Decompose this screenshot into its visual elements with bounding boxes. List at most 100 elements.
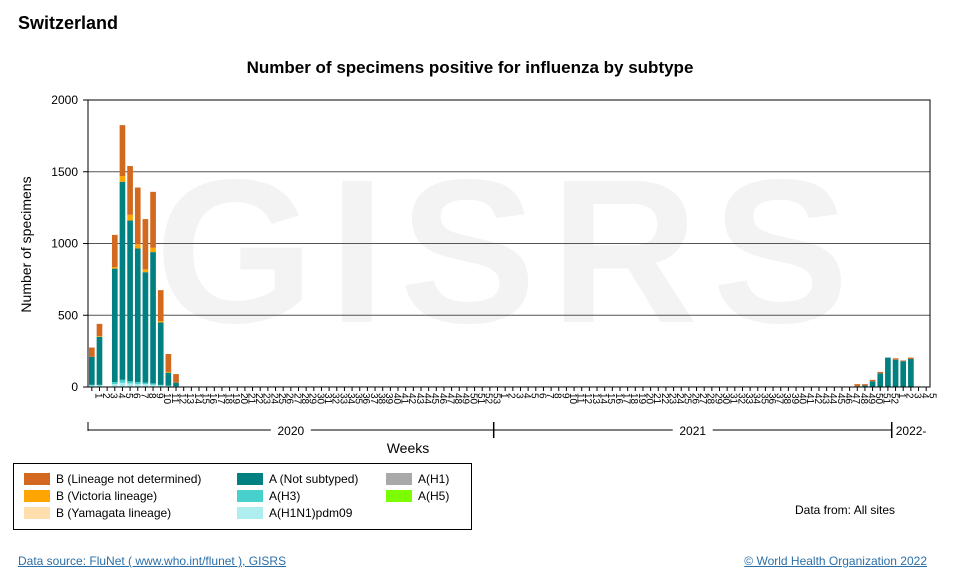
legend-label: A(H1N1)pdm09 xyxy=(269,506,353,520)
x-tick-label: 25 xyxy=(682,393,693,405)
x-tick-label: 17 xyxy=(620,393,631,405)
bar-segment xyxy=(119,181,126,380)
country-title: Switzerland xyxy=(18,13,119,33)
bar-segment xyxy=(119,125,126,177)
x-tick-label: 26 xyxy=(284,393,295,405)
x-tick-label: 33 xyxy=(743,393,754,405)
x-tick-label: 2 xyxy=(506,393,517,399)
x-tick-label: 46 xyxy=(842,393,853,405)
bar-segment xyxy=(119,382,126,387)
bar-segment xyxy=(89,356,95,385)
bar-segment xyxy=(908,359,914,387)
x-tick-label: 35 xyxy=(758,393,769,405)
legend-swatch xyxy=(237,490,263,502)
bar-segment xyxy=(877,373,884,387)
y-tick-label: 1500 xyxy=(51,165,78,179)
bar-segment xyxy=(900,360,907,362)
bar-segment xyxy=(892,358,899,360)
x-tick-label: 11 xyxy=(575,393,586,404)
bar-segment xyxy=(165,353,172,372)
bar-segment xyxy=(96,336,103,385)
x-tick-label: 2 xyxy=(904,393,915,399)
bar-segment xyxy=(111,268,118,382)
bar-segment xyxy=(142,382,149,385)
x-tick-label: 34 xyxy=(345,393,356,405)
bar-segment xyxy=(157,384,164,386)
x-tick-label: 12 xyxy=(582,393,593,405)
bar-segment xyxy=(862,385,868,387)
bar-segment xyxy=(96,323,103,337)
x-tick-label: 44 xyxy=(421,393,432,405)
legend-item: A(H3) xyxy=(237,489,300,503)
copyright-link[interactable]: © World Health Organization 2022 xyxy=(744,554,927,568)
bar-segment xyxy=(127,214,133,221)
x-tick-label: 22 xyxy=(659,393,670,405)
bar-segment xyxy=(142,272,149,383)
bar-segment xyxy=(150,252,156,384)
x-tick-label: 39 xyxy=(383,393,394,405)
x-tick-label: 18 xyxy=(222,393,233,405)
year-label-bg xyxy=(893,422,930,438)
x-tick-label: 1 xyxy=(896,393,907,399)
x-tick-label: 4 xyxy=(115,393,126,399)
y-tick-label: 2000 xyxy=(51,93,78,107)
bar-segment xyxy=(142,384,149,387)
x-tick-label: 6 xyxy=(131,393,142,399)
x-tick-label: 41 xyxy=(399,393,410,405)
year-label: 2022- xyxy=(896,424,927,438)
x-tick-label: 21 xyxy=(651,393,662,405)
x-tick-label: 8 xyxy=(552,393,563,399)
watermark: GISRS xyxy=(155,137,849,366)
x-tick-label: 32 xyxy=(735,393,746,405)
x-tick-label: 1 xyxy=(498,393,509,399)
x-tick-label: 3 xyxy=(911,393,922,399)
x-tick-label: 5 xyxy=(529,393,540,399)
y-tick-label: 1000 xyxy=(51,237,78,251)
bar-segment xyxy=(96,384,103,386)
bar-segment xyxy=(150,191,156,248)
bar-segment xyxy=(173,374,179,383)
bar-segment xyxy=(134,384,141,387)
x-tick-label: 10 xyxy=(161,393,172,405)
x-axis-label: Weeks xyxy=(387,440,430,456)
bar-segment xyxy=(119,176,126,182)
bar-segment xyxy=(127,166,133,215)
year-label: 2021 xyxy=(679,424,706,438)
bar-segment xyxy=(165,372,172,386)
x-tick-label: 16 xyxy=(207,393,218,405)
x-tick-label: 6 xyxy=(536,393,547,399)
legend-swatch xyxy=(237,473,263,485)
y-axis-label: Number of specimens xyxy=(18,176,34,312)
x-tick-label: 21 xyxy=(245,393,256,405)
x-tick-label: 17 xyxy=(215,393,226,405)
bar-segment xyxy=(157,385,164,387)
legend-label: A(H5) xyxy=(418,489,450,503)
bar-segment xyxy=(89,347,95,357)
x-tick-label: 28 xyxy=(705,393,716,405)
x-tick-label: 7 xyxy=(544,393,555,399)
bar-segment xyxy=(134,248,141,382)
x-tick-label: 18 xyxy=(628,393,639,405)
bar-segment xyxy=(134,244,141,249)
x-tick-label: 36 xyxy=(766,393,777,405)
bar-segment xyxy=(150,247,156,253)
x-tick-label: 44 xyxy=(827,393,838,405)
x-tick-label: 8 xyxy=(146,393,157,399)
bar-segment xyxy=(885,357,891,387)
x-tick-label: 24 xyxy=(674,393,685,405)
x-tick-label: 24 xyxy=(268,393,279,405)
x-tick-label: 42 xyxy=(406,393,417,405)
data-source-link[interactable]: Data source: FluNet ( www.who.int/flunet… xyxy=(18,554,287,568)
x-tick-label: 15 xyxy=(199,393,210,405)
x-tick-label: 30 xyxy=(314,393,325,405)
bar-segment xyxy=(142,219,149,270)
x-tick-label: 37 xyxy=(368,393,379,405)
x-tick-label: 51 xyxy=(475,393,486,405)
x-tick-label: 38 xyxy=(376,393,387,405)
x-tick-label: 45 xyxy=(835,393,846,405)
legend-swatch xyxy=(24,507,50,519)
legend-swatch xyxy=(386,473,412,485)
data-from-note: Data from: All sites xyxy=(795,503,896,517)
x-tick-label: 29 xyxy=(712,393,723,405)
year-label-bg xyxy=(270,422,311,438)
